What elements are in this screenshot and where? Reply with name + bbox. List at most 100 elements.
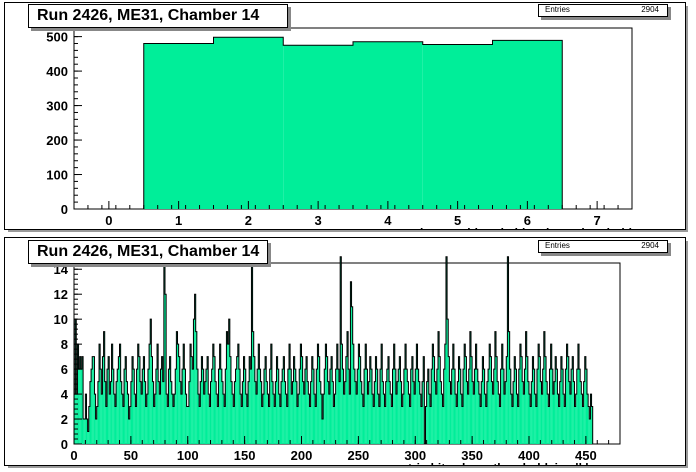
bottom-bar-38 (117, 369, 119, 444)
bottom-bar-152 (246, 406, 249, 444)
bottom-bar-66 (149, 344, 151, 444)
bottom-bar-224 (328, 394, 330, 444)
bottom-bar-234 (340, 256, 342, 444)
bottom-bar-102 (190, 344, 192, 444)
bottom-bar-360 (483, 369, 485, 444)
bottom-bar-47 (127, 394, 129, 444)
bottom-bar-159 (254, 381, 256, 444)
bottom-bar-407 (536, 369, 539, 444)
bottom-bar-198 (299, 369, 301, 444)
bottom-bar-426 (558, 406, 560, 444)
bottom-bar-195 (295, 381, 297, 444)
bottom-bar-299 (414, 394, 416, 444)
bottom-bar-322 (440, 381, 442, 444)
bottom-bar-92 (178, 356, 180, 444)
bottom-bar-193 (293, 356, 295, 444)
bottom-bar-171 (268, 406, 270, 444)
bottom-bar-108 (196, 369, 198, 444)
bottom-bar-111 (200, 381, 202, 444)
bottom-bar-85 (170, 381, 172, 444)
bottom-bar-151 (245, 394, 247, 444)
bottom-bar-1 (75, 319, 77, 444)
bottom-bar-414 (544, 356, 547, 444)
bottom-xtick-label: 400 (518, 448, 540, 463)
bottom-bar-340 (460, 394, 462, 444)
bottom-bar-178 (276, 356, 278, 444)
top-stats-value: 2904 (641, 5, 659, 14)
bottom-bar-46 (126, 381, 128, 444)
bottom-bar-180 (278, 394, 280, 444)
bottom-stats-value: 2904 (641, 241, 659, 250)
bottom-bar-169 (266, 381, 268, 444)
top-bar-5 (492, 40, 563, 209)
bottom-bar-117 (207, 356, 209, 444)
bottom-bar-346 (467, 394, 469, 444)
bottom-bar-318 (435, 394, 437, 444)
bottom-bar-316 (433, 356, 435, 444)
bottom-bar-245 (352, 344, 354, 444)
bottom-bar-371 (496, 356, 498, 444)
bottom-bar-413 (543, 331, 545, 444)
top-histogram-pad: 0 100 200 300 400 500 0 1 2 3 4 5 6 7layers with stri… (4, 2, 686, 240)
bottom-bar-355 (477, 381, 479, 444)
bottom-bar-19 (95, 419, 97, 444)
bottom-bar-454 (590, 394, 592, 444)
bottom-bar-372 (497, 381, 499, 444)
bottom-bar-42 (121, 394, 123, 444)
bottom-bar-328 (447, 319, 449, 444)
bottom-bar-50 (130, 381, 133, 444)
bottom-bar-392 (519, 344, 522, 444)
bottom-bar-181 (279, 406, 282, 444)
top-xtick-label: 3 (315, 213, 322, 228)
bottom-bar-116 (205, 369, 208, 444)
bottom-bar-256 (365, 344, 367, 444)
top-xlabel: layers with strip hits above threshold (420, 226, 632, 229)
bottom-bar-212 (315, 406, 317, 444)
bottom-bar-442 (576, 369, 578, 444)
bottom-bar-453 (589, 419, 591, 444)
bottom-bar-126 (217, 406, 219, 444)
bottom-bar-352 (474, 369, 476, 444)
bottom-bar-283 (395, 394, 398, 444)
bottom-bar-235 (341, 344, 343, 444)
bottom-bar-449 (584, 356, 586, 444)
bottom-bar-134 (226, 331, 228, 444)
bottom-bar-310 (426, 381, 428, 444)
bottom-bar-227 (332, 381, 334, 444)
bottom-bar-248 (356, 394, 358, 444)
bottom-bar-37 (116, 381, 118, 444)
bottom-bar-393 (521, 356, 523, 444)
bottom-bar-405 (534, 394, 536, 444)
top-bar-2 (283, 45, 353, 209)
bottom-xtick-label: 250 (348, 448, 370, 463)
bottom-bar-219 (323, 394, 325, 444)
bottom-bar-437 (571, 369, 573, 444)
bottom-bar-377 (502, 369, 504, 444)
bottom-bar-10 (85, 394, 87, 444)
bottom-histogram-svg: 0 2 4 6 8 10 12 14 0 50 100 150 200 250 300 350 400 450st… (54, 256, 621, 472)
bottom-bar-157 (252, 331, 254, 444)
bottom-bar-428 (560, 356, 562, 444)
bottom-bar-106 (194, 294, 196, 444)
bottom-stats-box: Entries 2904 (538, 240, 668, 253)
bottom-bar-263 (373, 406, 375, 444)
bottom-bar-410 (540, 381, 542, 444)
bottom-bar-52 (133, 369, 135, 444)
bottom-bar-424 (556, 369, 558, 444)
bottom-bar-359 (482, 356, 484, 444)
bottom-bar-279 (391, 406, 393, 444)
bottom-bar-32 (110, 381, 112, 444)
bottom-bar-215 (318, 356, 320, 444)
bottom-bar-75 (159, 394, 161, 444)
bottom-bar-82 (167, 406, 169, 444)
bottom-bar-336 (456, 406, 458, 444)
bottom-bar-430 (563, 394, 565, 444)
bottom-bar-115 (204, 381, 206, 444)
bottom-bar-297 (411, 356, 413, 444)
bottom-bar-105 (193, 319, 195, 444)
bottom-bar-273 (384, 406, 386, 444)
bottom-bar-361 (484, 394, 486, 444)
bottom-bar-56 (137, 344, 139, 444)
bottom-bar-455 (591, 406, 593, 444)
bottom-bar-206 (308, 394, 310, 444)
